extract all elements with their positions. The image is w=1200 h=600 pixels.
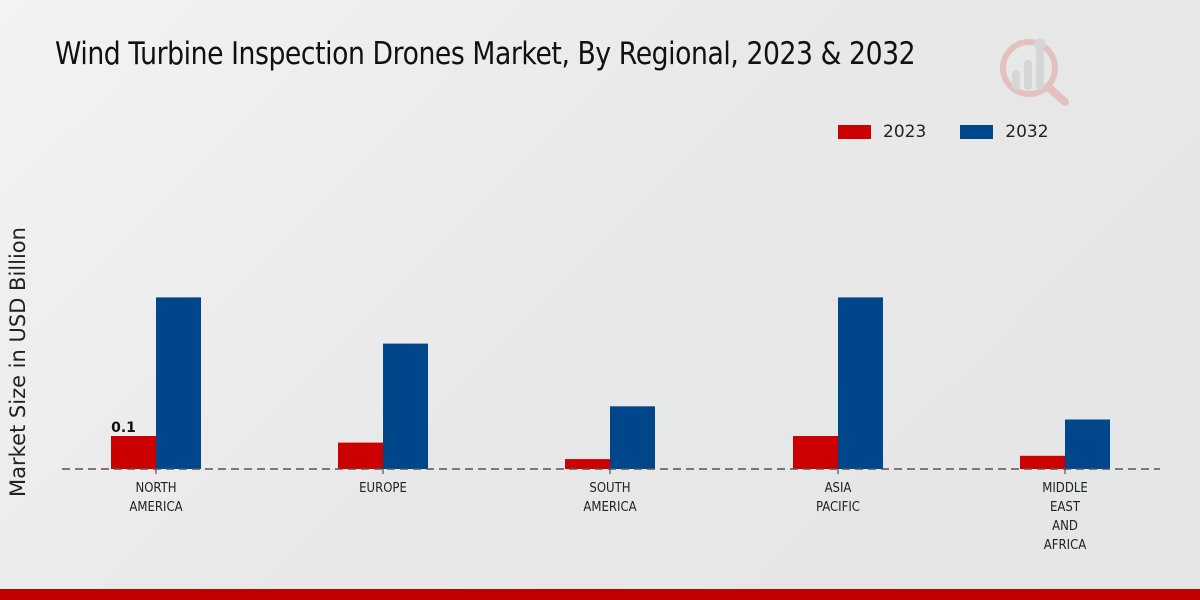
bar-asia-pacific-2032[interactable] <box>838 297 883 469</box>
watermark-logo-icon <box>1000 38 1069 106</box>
x-axis-ticks: NORTH AMERICA EUROPE SOUTH AMERICA ASIA PACIFI… <box>129 469 1088 553</box>
legend-swatch-2032 <box>960 125 994 139</box>
legend-label-2023: 2023 <box>883 122 927 142</box>
x-tick-label-line: SOUTH <box>589 481 630 496</box>
legend-label-2032: 2032 <box>1005 122 1049 142</box>
x-tick-label-line: AFRICA <box>1044 538 1086 553</box>
x-tick-label-line: EAST <box>1050 500 1081 515</box>
data-label-north-america-2023: 0.1 <box>111 420 136 436</box>
bar-north-america-2032[interactable] <box>156 297 201 469</box>
legend-swatch-2023 <box>838 125 871 139</box>
x-tick-label-line: AMERICA <box>583 500 636 515</box>
bars-group <box>111 297 1110 469</box>
bar-asia-pacific-2023[interactable] <box>793 436 838 469</box>
chart-title: Wind Turbine Inspection Drones Market, B… <box>55 36 916 72</box>
x-tick-label-south-america: SOUTH AMERICA <box>583 481 636 515</box>
x-tick-label-line: AMERICA <box>129 500 182 515</box>
legend-item-2023[interactable]: 2023 <box>838 122 926 142</box>
x-tick-label-line: ASIA <box>825 481 852 496</box>
x-tick-label-line: AND <box>1052 519 1078 534</box>
bar-europe-2023[interactable] <box>338 442 383 469</box>
bar-middle-east-and-africa-2023[interactable] <box>1020 455 1065 469</box>
x-tick-label-line: EUROPE <box>359 481 407 496</box>
x-tick-label-asia-pacific: ASIA PACIFIC <box>816 481 860 515</box>
x-tick-label-middle-east-and-africa: MIDDLE EAST AND AFRICA <box>1042 481 1087 553</box>
footer-bar <box>0 589 1200 600</box>
data-labels: 0.1 <box>111 420 136 436</box>
x-tick-label-line: NORTH <box>135 481 176 496</box>
legend-item-2032[interactable]: 2032 <box>960 122 1049 142</box>
bar-south-america-2032[interactable] <box>610 406 655 469</box>
x-tick-label-line: MIDDLE <box>1042 481 1087 496</box>
x-tick-label-north-america: NORTH AMERICA <box>129 481 182 515</box>
x-tick-label-line: PACIFIC <box>816 500 860 515</box>
bar-north-america-2023[interactable] <box>111 436 156 469</box>
bar-middle-east-and-africa-2032[interactable] <box>1065 419 1110 470</box>
x-tick-label-europe: EUROPE <box>359 481 407 496</box>
bar-south-america-2023[interactable] <box>565 459 610 469</box>
bar-europe-2032[interactable] <box>383 343 428 469</box>
chart-legend: 2023 2032 <box>838 122 1083 142</box>
